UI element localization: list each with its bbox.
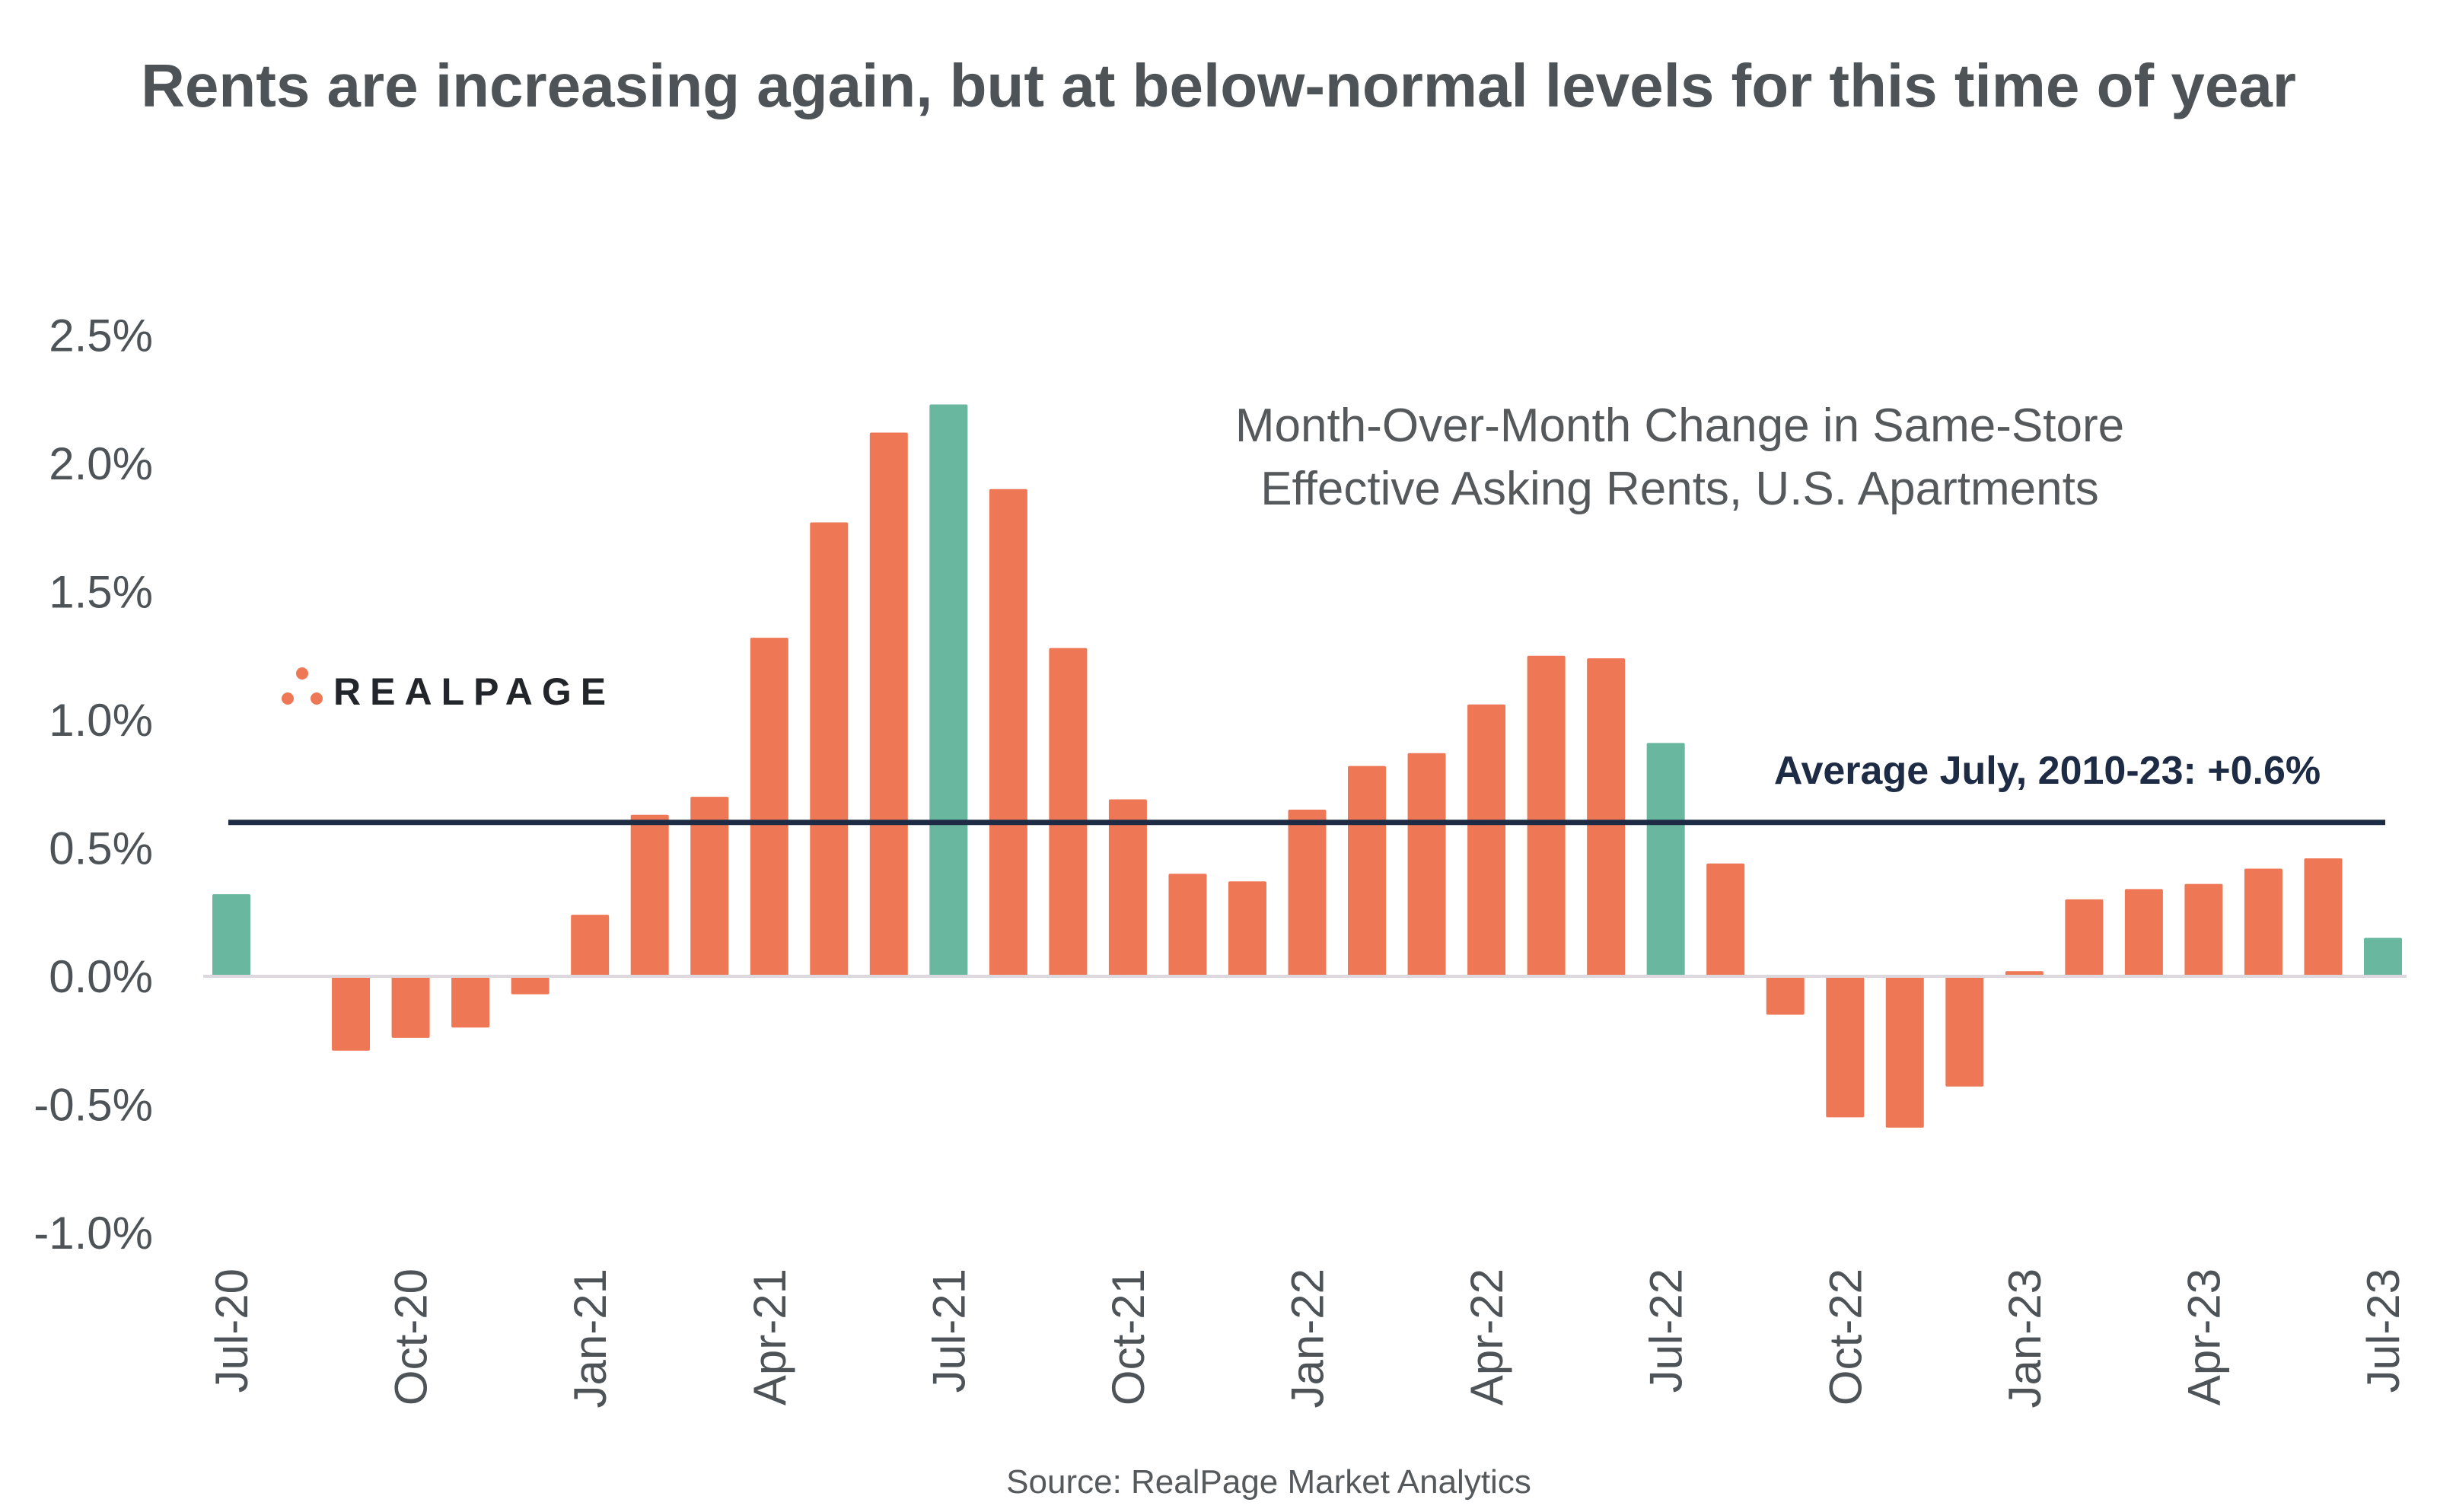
y-tick-label: 0.5%	[49, 823, 153, 874]
logo-dot	[311, 692, 323, 705]
x-tick-label: Apr-22	[1461, 1268, 1512, 1405]
realpage-logo: REALPAGE	[282, 667, 615, 713]
x-tick-label: Jan-23	[1999, 1268, 2050, 1408]
y-tick-label: 2.0%	[49, 438, 153, 489]
y-tick-label: 0.0%	[49, 951, 153, 1002]
bar-jul-20	[212, 894, 250, 976]
bar-dec-21	[1228, 881, 1266, 976]
bar-may-21	[810, 522, 849, 976]
bar-nov-20	[451, 976, 490, 1028]
y-tick-label: 1.0%	[49, 695, 153, 746]
bar-apr-22	[1467, 704, 1506, 976]
bar-mar-22	[1407, 753, 1446, 976]
bar-sep-20	[332, 976, 371, 1051]
bar-feb-21	[630, 814, 669, 976]
x-tick-label: Jul-20	[206, 1268, 257, 1393]
bar-mar-21	[690, 797, 729, 976]
logo-dot	[296, 667, 308, 680]
chart-subtitle-line-1: Month-Over-Month Change in Same-Store	[1235, 399, 2124, 452]
bar-jan-21	[571, 915, 610, 976]
bar-feb-23	[2065, 899, 2104, 976]
logo-text: REALPAGE	[333, 670, 615, 713]
bar-jun-21	[869, 432, 908, 976]
y-tick-label: 2.5%	[49, 310, 153, 361]
bar-jun-23	[2304, 858, 2343, 976]
bar-apr-21	[750, 638, 788, 976]
bar-jan-22	[1288, 809, 1327, 976]
bar-sep-21	[1049, 648, 1088, 976]
bar-apr-23	[2184, 883, 2223, 976]
x-tick-label: Jul-21	[923, 1268, 974, 1393]
y-tick-label: 1.5%	[49, 567, 153, 618]
x-tick-label: Jan-21	[565, 1268, 616, 1408]
x-tick-label: Apr-21	[744, 1268, 795, 1405]
y-tick-label: -0.5%	[33, 1080, 153, 1131]
x-tick-label: Jul-23	[2358, 1268, 2409, 1393]
bar-jul-23	[2364, 937, 2402, 976]
x-tick-label: Jul-22	[1641, 1268, 1692, 1393]
x-tick-label: Jan-22	[1282, 1268, 1333, 1408]
bar-jul-21	[929, 404, 968, 976]
chart-subtitle-line-2: Effective Asking Rents, U.S. Apartments	[1260, 463, 2099, 515]
bar-dec-22	[1945, 976, 1984, 1087]
bar-oct-22	[1826, 976, 1865, 1118]
bar-jul-22	[1646, 743, 1685, 976]
chart-title: Rents are increasing again, but at below…	[141, 52, 2296, 119]
bar-feb-22	[1348, 766, 1387, 976]
bar-jun-22	[1587, 658, 1626, 976]
logo-dot	[282, 692, 294, 705]
average-july-label: Average July, 2010-23: +0.6%	[1774, 749, 2321, 793]
bar-oct-20	[391, 976, 430, 1038]
bar-nov-22	[1885, 976, 1924, 1128]
bar-sep-22	[1766, 976, 1805, 1015]
x-tick-label: Oct-21	[1103, 1268, 1154, 1405]
bar-mar-23	[2124, 889, 2163, 976]
bar-nov-21	[1168, 874, 1207, 976]
x-tick-label: Apr-23	[2178, 1268, 2229, 1405]
bar-dec-20	[511, 976, 550, 995]
bar-oct-21	[1108, 799, 1147, 976]
y-tick-label: -1.0%	[33, 1208, 153, 1259]
x-tick-label: Oct-22	[1820, 1268, 1871, 1405]
x-tick-label: Oct-20	[386, 1268, 437, 1405]
bar-aug-21	[989, 489, 1027, 976]
source-note: Source: RealPage Market Analytics	[1006, 1463, 1531, 1501]
bar-aug-22	[1706, 863, 1745, 976]
bar-may-23	[2244, 868, 2282, 976]
bar-may-22	[1527, 655, 1566, 976]
